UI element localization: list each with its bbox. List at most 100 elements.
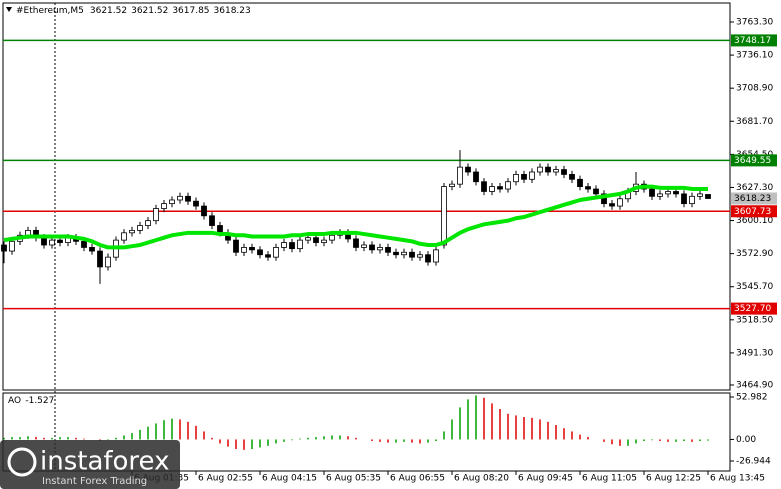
candle-body [481,181,487,192]
candle-body [449,183,455,187]
candle-body [217,225,223,234]
header-arrow [6,7,12,12]
candle-body [393,251,399,256]
logo: instaforex Instant Forex Trading [0,440,180,489]
ao-frame [2,392,731,472]
candle-body [153,208,159,222]
level-label: 3748.17 [734,36,771,46]
candle-body [81,240,87,248]
candle-body [137,225,143,231]
candle-body [705,194,711,199]
candle-body [145,220,151,226]
candle-body [441,186,447,246]
candle-body [553,169,559,173]
candle-body [353,238,359,248]
candle-body [617,198,623,207]
ohlc-high: 3621.52 [131,6,168,16]
candle-body [257,249,263,256]
candle-body [297,239,303,250]
x-tick-label: 6 Aug 13:45 [710,474,765,484]
candle-body [577,178,583,187]
candle-body [329,234,335,241]
main-frame [2,2,731,391]
moving-average [3,184,708,250]
candle-body [385,247,391,253]
candle-body [609,203,615,207]
x-tick-label: 6 Aug 12:25 [646,474,701,484]
candle-body [57,239,63,243]
y-tick-label: 3600.10 [736,216,773,226]
level-label: 3527.70 [734,304,771,314]
candle-body [241,247,247,253]
candle-body [105,256,111,268]
candle-body [305,237,311,241]
candle-body [665,191,671,195]
x-tick-label: 6 Aug 04:15 [262,474,317,484]
candle-body [313,237,319,243]
candle-body [201,205,207,217]
y-tick-label: 3464.90 [736,381,773,391]
plot [1,39,730,450]
candle-body [649,188,655,197]
logo-tagline: Instant Forex Trading [42,476,147,487]
x-tick-label: 6 Aug 05:35 [326,474,381,484]
candle-body [425,254,431,263]
candle-body [465,166,471,173]
candle-body [193,200,199,207]
logo-name: instaforex [40,447,169,477]
candle-body [177,195,183,201]
price-label-box [731,192,777,205]
price-label: 3618.23 [734,194,771,204]
candle-body [401,251,407,256]
ohlc-open: 3621.52 [90,6,127,16]
candle-body [497,186,503,190]
candle-body [321,239,327,243]
x-tick-label: 6 Aug 06:55 [390,474,445,484]
candle-body [585,186,591,190]
candle-body [89,247,95,252]
candle-body [569,174,575,180]
candle-body [41,237,47,246]
y-tick-label: 3518.50 [736,315,773,325]
candle-body [433,249,439,263]
candle-body [505,181,511,190]
level-label-box [731,34,777,47]
ohlc-low: 3617.85 [172,6,209,16]
candle-body [513,174,519,183]
ao-header: AO -1.527 [8,396,54,406]
y-tick-label: 0.00 [736,435,756,445]
header: #Ethereum,M5 3621.52 3621.52 3617.85 3618.23 [16,6,251,16]
candle-body [129,229,135,234]
candle-body [529,171,535,180]
candle-body [49,239,55,246]
candle-body [681,193,687,205]
ohlc-close: 3618.23 [214,6,251,16]
candle-body [209,215,215,226]
candle-body [521,174,527,180]
candle-body [265,254,271,258]
candle-body [369,244,375,251]
candle-body [545,166,551,173]
symbol: #Ethereum,M5 [16,6,84,16]
y-tick-label: 3736.10 [736,51,773,61]
candle-body [121,232,127,241]
candle-body [249,247,255,251]
candle-body [169,199,175,205]
ao-title: AO [8,396,21,406]
candle-body [377,247,383,251]
y-tick-label: 3545.70 [736,282,773,292]
y-tick-label: 52.982 [736,393,768,403]
candle-body [593,188,599,195]
y-tick-label: 3491.30 [736,348,773,358]
x-tick-label: 6 Aug 11:05 [582,474,637,484]
level-label-box [731,154,777,167]
candle-body [561,169,567,175]
candle-body [457,166,463,185]
ao-value: -1.527 [25,396,54,406]
candle-body [489,186,495,192]
candle-body [9,240,15,252]
candle-body [185,195,191,202]
y-tick-label: -26.944 [736,457,771,467]
candle-body [689,195,695,205]
